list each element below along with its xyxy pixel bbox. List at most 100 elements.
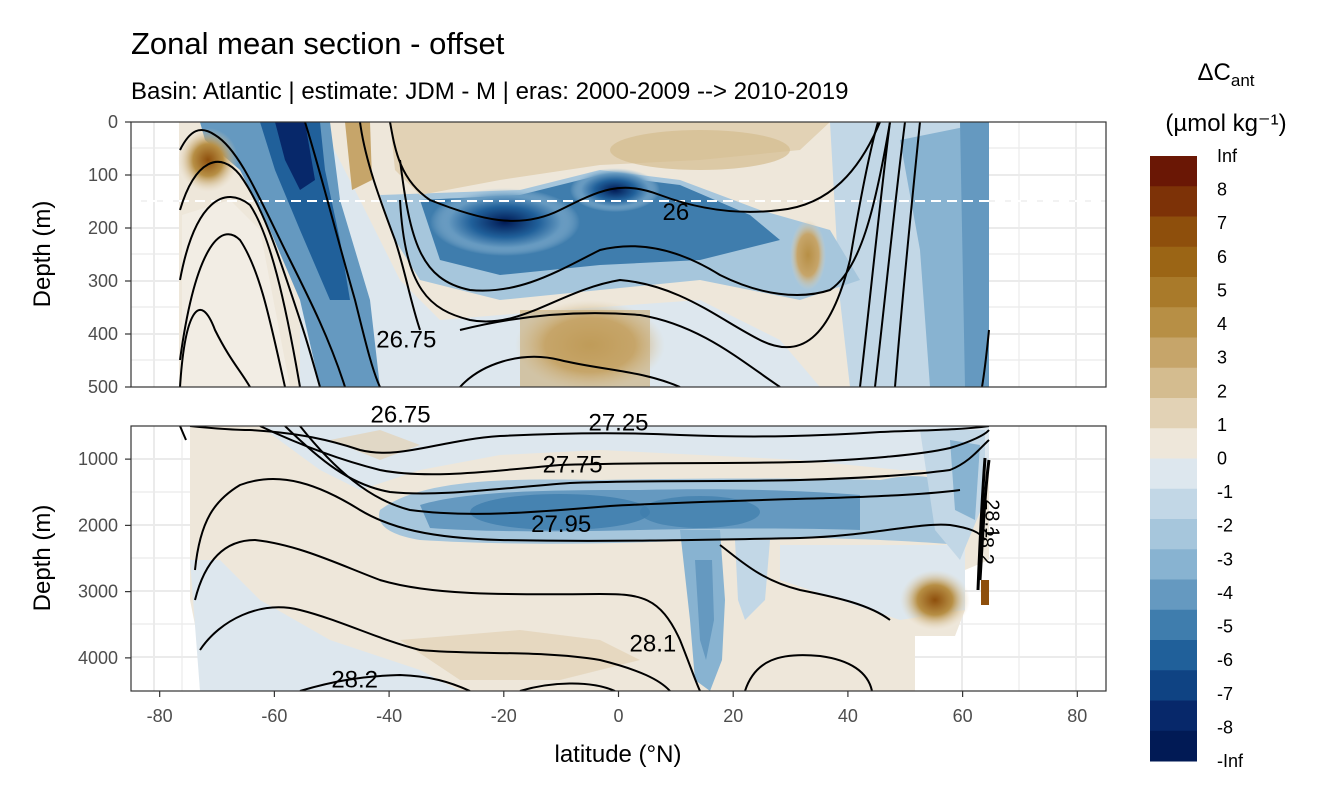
legend-label: -3 <box>1217 549 1233 569</box>
upper-fill-deep-core <box>430 188 580 256</box>
upper-fill-tan-east <box>790 220 826 290</box>
upper-contour-line <box>179 196 301 387</box>
x-tick-label: 20 <box>723 706 743 726</box>
legend-label: -Inf <box>1217 751 1244 771</box>
x-tick-label: -60 <box>261 706 287 726</box>
upper-contour-line <box>459 312 781 387</box>
legend-swatch <box>1150 307 1197 338</box>
lower-contour-line <box>519 682 616 691</box>
x-tick-label: -40 <box>376 706 402 726</box>
legend-swatch <box>1150 549 1197 580</box>
legend-swatch <box>1150 246 1197 278</box>
contour-label: 27.75 <box>543 451 603 478</box>
lower-contour-line <box>744 654 873 691</box>
upper-contour-line <box>459 355 681 387</box>
lower-fill-top-lightblue <box>260 426 989 490</box>
x-tick-label: 40 <box>838 706 858 726</box>
legend-label: Inf <box>1217 146 1238 166</box>
upper-contour-line <box>179 160 321 387</box>
upper-contour-line <box>359 122 421 331</box>
upper-fill-deep-core2 <box>570 168 660 212</box>
upper-fill-lightblue-mid <box>300 122 820 387</box>
lower-contours <box>179 426 991 691</box>
y-tick-label: 3000 <box>78 582 118 602</box>
lower-fill-plume-core <box>695 560 714 660</box>
x-axis-label: latitude (°N) <box>555 741 682 768</box>
upper-panel-border <box>130 121 1107 388</box>
lower-fill-left-blue <box>190 560 460 691</box>
legend-swatch <box>1150 216 1197 248</box>
y-tick-label: 1000 <box>78 449 118 469</box>
upper-contour-line <box>304 122 381 387</box>
legend-swatch <box>1150 609 1197 641</box>
lower-contour-line <box>976 457 987 591</box>
y-tick-label: 2000 <box>78 515 118 535</box>
x-tick-label: -20 <box>491 706 517 726</box>
contour-label: 27.95 <box>531 511 591 538</box>
contour-labels: 26 26.75 26.75 27.25 27.75 27.95 28.1 28… <box>331 199 1002 694</box>
lower-y-axis: 1000 2000 3000 4000 <box>78 449 131 668</box>
y-tick-label: 400 <box>88 324 118 344</box>
upper-panel <box>130 121 1107 388</box>
upper-y-axis: 0 100 200 300 400 500 <box>88 112 131 397</box>
y-tick-label: 300 <box>88 271 118 291</box>
legend-label: 5 <box>1217 280 1227 300</box>
legend-label: 6 <box>1217 247 1227 267</box>
upper-fill <box>178 122 989 387</box>
lower-contour-line <box>719 544 891 621</box>
x-tick-label: 60 <box>953 706 973 726</box>
upper-fill-brown-west <box>178 128 238 192</box>
legend-title-sub: ant <box>1231 71 1255 90</box>
legend-swatch <box>1150 156 1197 187</box>
upper-contour-line <box>399 122 879 349</box>
contour-label: 28.2 <box>975 526 997 565</box>
legend-label: 2 <box>1217 381 1227 401</box>
lower-fill-bottom-tan <box>400 630 640 680</box>
lower-contour-line <box>199 606 671 691</box>
lower-contour-line <box>194 538 701 691</box>
legend-label: -4 <box>1217 583 1233 603</box>
y-tick-label: 100 <box>88 165 118 185</box>
legend-label: 1 <box>1217 415 1227 435</box>
chart-subtitle: Basin: Atlantic | estimate: JDM - M | er… <box>131 78 848 105</box>
legend-swatch <box>1150 186 1197 217</box>
legend-title-main: ΔC <box>1197 59 1230 86</box>
legend-title: ΔCant <box>1197 59 1254 90</box>
upper-fill-left-pale <box>182 200 290 387</box>
legend-label: -7 <box>1217 684 1233 704</box>
upper-contour-line <box>874 122 906 387</box>
lower-fill-brown-blob <box>900 570 970 630</box>
x-tick-label: -80 <box>147 706 173 726</box>
upper-fill-surface-tan2 <box>610 130 790 170</box>
upper-fill-west-core <box>275 122 315 190</box>
upper-contour-line <box>179 233 286 387</box>
contour-label: 28.1 <box>630 630 677 657</box>
contour-label: 26.75 <box>371 402 431 429</box>
lower-panel <box>130 425 1107 692</box>
legend-swatch <box>1150 640 1197 671</box>
legend-label: -8 <box>1217 717 1233 737</box>
lower-contour-line <box>299 673 471 691</box>
lower-contour-line <box>978 459 991 581</box>
y-tick-label: 200 <box>88 218 118 238</box>
legend-swatch <box>1150 519 1197 550</box>
legend-label: -6 <box>1217 650 1233 670</box>
upper-fill-tan-stripe <box>345 122 372 190</box>
x-tick-label: 80 <box>1067 706 1087 726</box>
upper-contours <box>179 122 990 387</box>
legend-label: -2 <box>1217 516 1233 536</box>
legend-label: 3 <box>1217 348 1227 368</box>
lower-contour-line <box>189 426 990 454</box>
y-tick-label: 0 <box>108 112 118 132</box>
upper-fill-tan-rect <box>520 310 650 387</box>
upper-fill-east-edge <box>960 122 989 387</box>
upper-contour-line <box>389 122 881 222</box>
contour-label: 26.75 <box>376 326 436 353</box>
legend-swatch <box>1150 367 1197 399</box>
legend-label: 7 <box>1217 213 1227 233</box>
legend-swatch <box>1150 730 1197 762</box>
legend-swatch <box>1150 277 1197 308</box>
legend-label: 0 <box>1217 449 1227 469</box>
lower-contour-line <box>299 426 961 515</box>
